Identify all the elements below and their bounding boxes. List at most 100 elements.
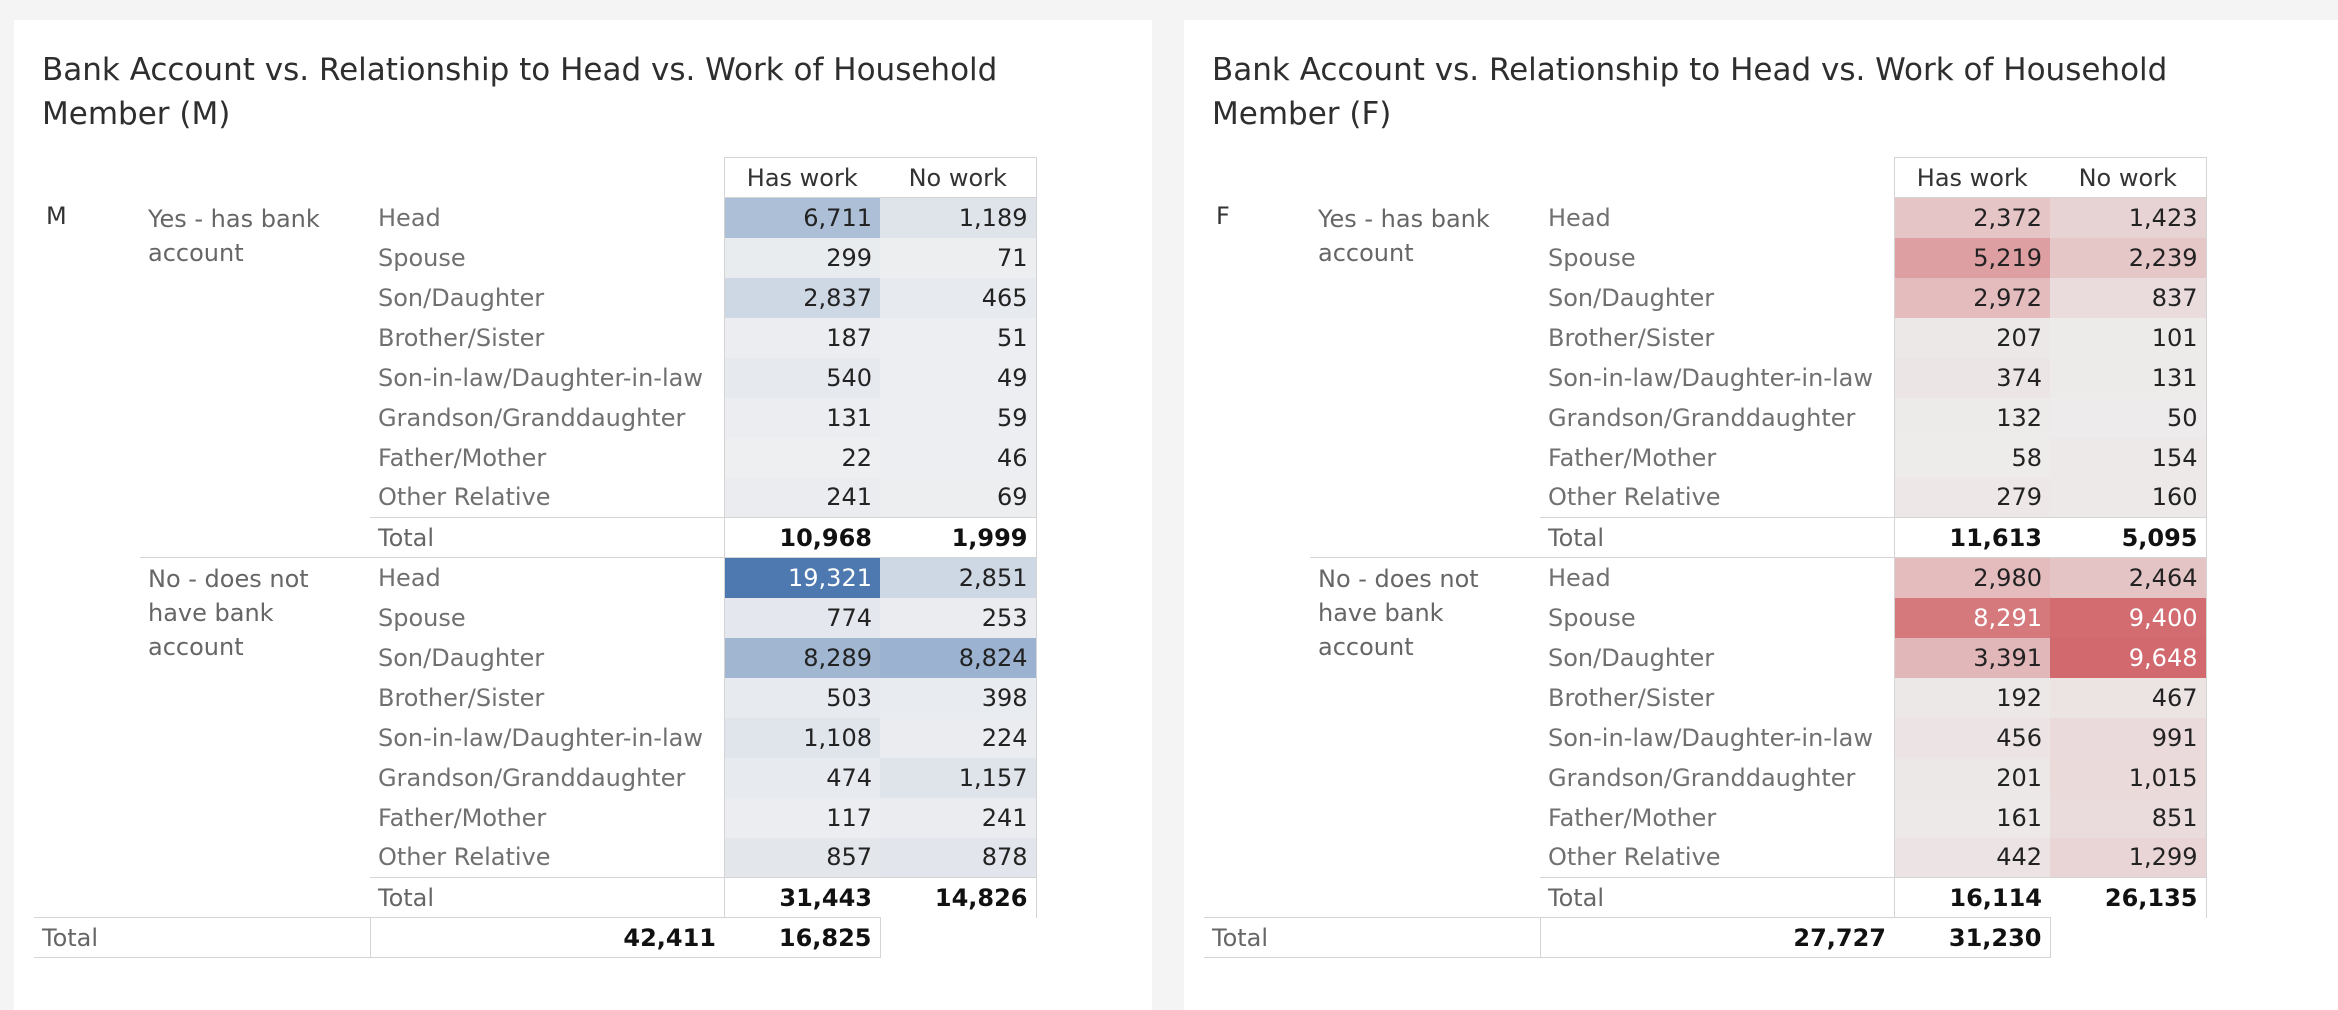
grand-total-cell: 31,230 [1894,917,2051,958]
heatmap-cell: 279 [1893,477,2050,518]
heatmap-cell: 241 [880,797,1037,838]
table-row: Brother/Sister 187 51 [34,317,1037,358]
heatmap-cell: 187 [723,317,880,358]
table-row: Grandson/Granddaughter 201 1,015 [1204,757,2207,798]
chart-title: Bank Account vs. Relationship to Head vs… [1212,52,2168,132]
table-row: Brother/Sister 503 398 [34,677,1037,718]
grand-total-label: Total [34,917,371,958]
heatmap-cell: 9,648 [2050,637,2207,678]
table-row: Other Relative 241 69 [34,477,1037,518]
table-row: Son/Daughter 2,972 837 [1204,277,2207,318]
relationship-label: Grandson/Granddaughter [378,403,686,432]
column-header: Has work [723,157,880,198]
relationship-label: Brother/Sister [1548,323,1715,352]
table-row: Brother/Sister 192 467 [1204,677,2207,718]
relationship-label: Son-in-law/Daughter-in-law [1548,723,1873,752]
bank-account-group-label: No - does not have bank account [1310,557,1540,918]
crosstab-panel-female: Bank Account vs. Relationship to Head vs… [1184,20,2338,1010]
heatmap-cell: 474 [723,757,880,798]
heatmap-cell: 51 [880,317,1037,358]
relationship-label: Son/Daughter [1548,283,1715,312]
table-row: Spouse 299 71 [34,237,1037,278]
heatmap-cell: 1,157 [880,757,1037,798]
header-spacer [34,158,724,198]
heatmap-cell: 442 [1893,837,2050,878]
heatmap-cell: 131 [2050,357,2207,398]
heatmap-cell: 224 [880,717,1037,758]
heatmap-cell: 8,824 [880,637,1037,678]
table-row: Father/Mother 22 46 [34,437,1037,478]
heatmap-cell: 503 [723,677,880,718]
column-header: No work [880,157,1037,198]
subtotal-cell: 10,968 [723,517,880,558]
relationship-label: Father/Mother [1548,443,1717,472]
subtotal-row: Total 16,114 26,135 [1204,877,2207,918]
heatmap-cell: 540 [723,357,880,398]
heatmap-cell: 19,321 [723,557,880,598]
relationship-label: Brother/Sister [1548,683,1715,712]
crosstab-panel-male: Bank Account vs. Relationship to Head vs… [14,20,1152,1010]
relationship-label: Head [1540,557,1894,598]
subtotal-cell: 14,826 [880,877,1037,918]
grand-total-cell: 27,727 [1539,917,1894,958]
heatmap-cell: 241 [723,477,880,518]
heatmap-cell: 154 [2050,437,2207,478]
heatmap-cell: 8,289 [723,637,880,678]
header-spacer [1204,158,1894,198]
grand-total-row: Total 27,727 31,230 [1204,917,2206,958]
relationship-label: Other Relative [1548,483,1721,512]
relationship-label: Son/Daughter [1548,643,1715,672]
column-header: Has work [1893,157,2050,198]
relationship-label: Other Relative [1548,843,1721,872]
heatmap-cell: 192 [1893,677,2050,718]
table-row: Grandson/Granddaughter 474 1,157 [34,757,1037,798]
relationship-label: Son-in-law/Daughter-in-law [378,723,703,752]
gender-label: M [46,201,67,230]
table-row: Grandson/Granddaughter 131 59 [34,397,1037,438]
heatmap-cell: 59 [880,397,1037,438]
heatmap-cell: 161 [1893,797,2050,838]
relationship-label: Grandson/Granddaughter [1548,403,1856,432]
heatmap-cell: 9,400 [2050,597,2207,638]
heatmap-cell: 132 [1893,397,2050,438]
heatmap-cell: 2,972 [1893,277,2050,318]
relationship-label: Spouse [378,243,466,272]
heatmap-cell: 1,015 [2050,757,2207,798]
bank-account-group-label: No - does not have bank account [140,557,370,918]
subtotal-cell: 1,999 [880,517,1037,558]
table-row: Other Relative 279 160 [1204,477,2207,518]
heatmap-cell: 2,239 [2050,237,2207,278]
relationship-label: Grandson/Granddaughter [378,763,686,792]
relationship-label: Son/Daughter [378,283,545,312]
subtotal-cell: 5,095 [2050,517,2207,558]
table-row: Other Relative 857 878 [34,837,1037,878]
table-row: Son/Daughter 8,289 8,824 [34,637,1037,678]
crosstab-table: Has work No work F Yes - has bank account He… [1204,157,2207,958]
heatmap-cell: 1,189 [880,197,1037,238]
relationship-label: Other Relative [378,843,551,872]
heatmap-cell: 2,837 [723,277,880,318]
subtotal-label: Total [370,517,725,558]
table-row: Son-in-law/Daughter-in-law 1,108 224 [34,717,1037,758]
gender-label: F [1216,201,1230,230]
table-row: Son-in-law/Daughter-in-law 374 131 [1204,357,2207,398]
relationship-label: Son-in-law/Daughter-in-law [378,363,703,392]
table-row: Father/Mother 58 154 [1204,437,2207,478]
relationship-label: Grandson/Granddaughter [1548,763,1856,792]
subtotal-label: Total [370,877,725,918]
relationship-label: Other Relative [378,483,551,512]
subtotal-label: Total [1540,517,1895,558]
table-row: Son/Daughter 2,837 465 [34,277,1037,318]
heatmap-cell: 299 [723,237,880,278]
subtotal-label: Total [1540,877,1895,918]
heatmap-cell: 837 [2050,277,2207,318]
grand-total-cell: 16,825 [724,917,881,958]
relationship-label: Father/Mother [378,443,547,472]
heatmap-cell: 58 [1893,437,2050,478]
grand-total-cell: 42,411 [369,917,724,958]
table-row: No - does not have bank account Head 2,980… [1204,557,2207,918]
heatmap-cell: 22 [723,437,880,478]
table-row: F Yes - has bank account Head 2,372 1,423 [1204,197,2207,267]
table-row: Son/Daughter 3,391 9,648 [1204,637,2207,678]
relationship-label: Spouse [1548,243,1636,272]
